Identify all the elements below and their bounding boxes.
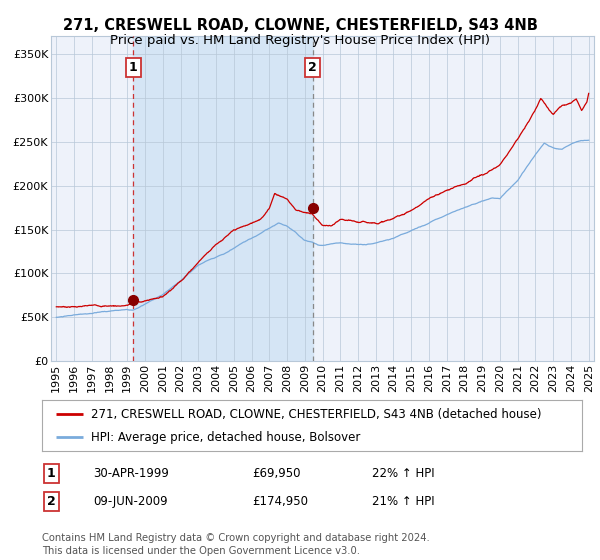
Text: 1: 1	[47, 466, 55, 480]
Text: 271, CRESWELL ROAD, CLOWNE, CHESTERFIELD, S43 4NB (detached house): 271, CRESWELL ROAD, CLOWNE, CHESTERFIELD…	[91, 408, 541, 421]
Text: 30-APR-1999: 30-APR-1999	[93, 466, 169, 480]
Text: £174,950: £174,950	[252, 494, 308, 508]
Text: Price paid vs. HM Land Registry's House Price Index (HPI): Price paid vs. HM Land Registry's House …	[110, 34, 490, 46]
Text: £69,950: £69,950	[252, 466, 301, 480]
Text: 1: 1	[129, 60, 137, 74]
Text: 2: 2	[47, 494, 55, 508]
Text: Contains HM Land Registry data © Crown copyright and database right 2024.
This d: Contains HM Land Registry data © Crown c…	[42, 533, 430, 556]
Text: 271, CRESWELL ROAD, CLOWNE, CHESTERFIELD, S43 4NB: 271, CRESWELL ROAD, CLOWNE, CHESTERFIELD…	[62, 18, 538, 33]
Text: 2: 2	[308, 60, 317, 74]
Text: 21% ↑ HPI: 21% ↑ HPI	[372, 494, 434, 508]
Bar	[133, 36, 313, 361]
Text: HPI: Average price, detached house, Bolsover: HPI: Average price, detached house, Bols…	[91, 431, 360, 444]
Text: 09-JUN-2009: 09-JUN-2009	[93, 494, 167, 508]
Text: 22% ↑ HPI: 22% ↑ HPI	[372, 466, 434, 480]
